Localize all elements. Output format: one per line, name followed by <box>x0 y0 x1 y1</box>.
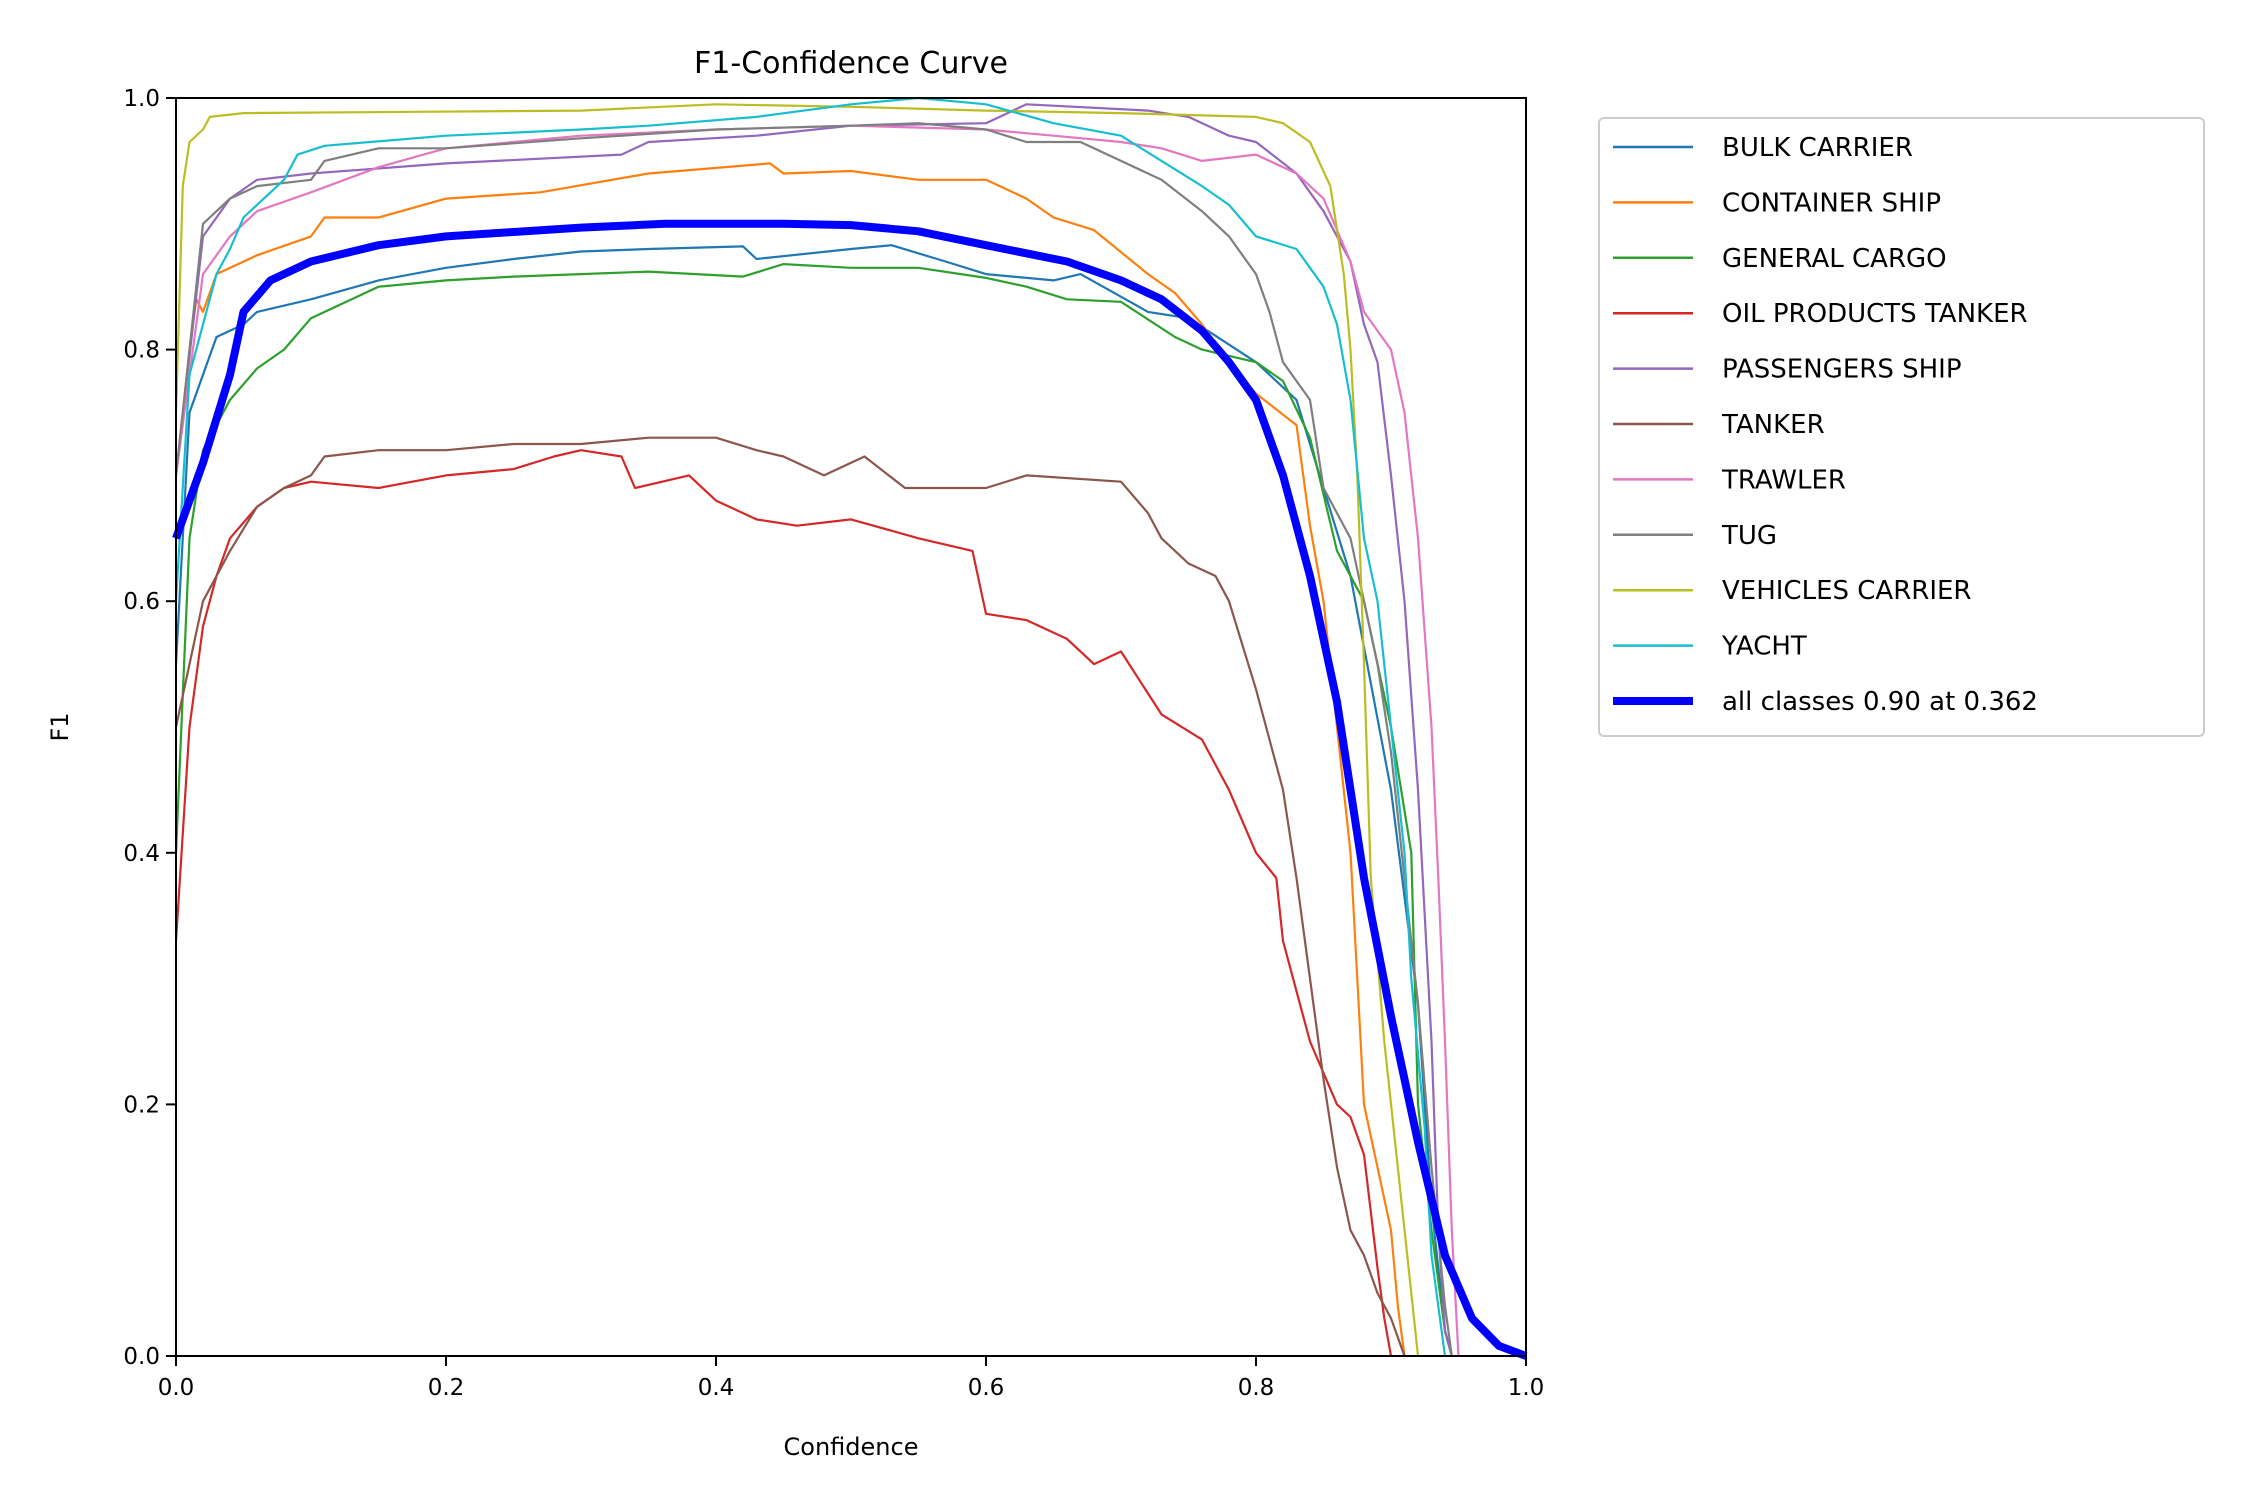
chart-title: F1-Confidence Curve <box>694 46 1008 81</box>
series-line-6 <box>174 124 1460 1357</box>
legend-label-1: CONTAINER SHIP <box>1722 188 1941 218</box>
legend-label-7: TUG <box>1721 521 1777 551</box>
y-axis-label: F1 <box>46 712 74 741</box>
legend-frame <box>1598 117 2205 737</box>
series-line-10 <box>172 219 1528 1360</box>
plot-area <box>172 96 1528 1360</box>
x-tick-label: 0.4 <box>698 1375 735 1401</box>
series-line-2 <box>174 263 1453 1357</box>
legend-label-3: OIL PRODUCTS TANKER <box>1722 299 2028 329</box>
legend-label-8: VEHICLES CARRIER <box>1722 576 1972 606</box>
legend-label-5: TANKER <box>1721 410 1825 440</box>
x-tick-label: 0.6 <box>968 1375 1005 1401</box>
series-line-7 <box>174 122 1453 1357</box>
y-tick-label: 0.0 <box>123 1344 160 1370</box>
x-tick-label: 0.2 <box>428 1375 465 1401</box>
x-tick-label: 0.0 <box>158 1375 195 1401</box>
series-line-3 <box>174 449 1393 1357</box>
series-line-0 <box>174 244 1453 1357</box>
x-tick-label: 0.8 <box>1238 1375 1275 1401</box>
legend-label-0: BULK CARRIER <box>1722 133 1913 163</box>
y-tick-label: 0.4 <box>123 841 160 867</box>
legend-label-10: all classes 0.90 at 0.362 <box>1722 687 2038 717</box>
series-line-5 <box>174 436 1406 1357</box>
series-line-8 <box>174 103 1420 1357</box>
y-tick-label: 0.2 <box>123 1092 160 1118</box>
legend: BULK CARRIER CONTAINER SHIP GENERAL CARGO O… <box>1598 117 2205 737</box>
axes-frame <box>175 97 1527 1357</box>
x-axis-label: Confidence <box>784 1433 919 1461</box>
y-tick-label: 0.8 <box>123 338 160 364</box>
x-axis: 0.0 0.2 0.4 0.6 0.8 1.0 <box>158 1356 1545 1401</box>
series-line-1 <box>174 162 1406 1357</box>
legend-label-4: PASSENGERS SHIP <box>1722 355 1962 385</box>
legend-label-9: YACHT <box>1721 632 1807 662</box>
legend-label-6: TRAWLER <box>1721 465 1846 495</box>
y-axis: 0.0 0.2 0.4 0.6 0.8 1.0 <box>123 86 176 1370</box>
x-tick-label: 1.0 <box>1508 1375 1545 1401</box>
y-tick-label: 0.6 <box>123 589 160 615</box>
legend-label-2: GENERAL CARGO <box>1722 244 1947 274</box>
y-tick-label: 1.0 <box>123 86 160 112</box>
series-line-9 <box>174 96 1447 1357</box>
series-line-4 <box>174 103 1453 1357</box>
